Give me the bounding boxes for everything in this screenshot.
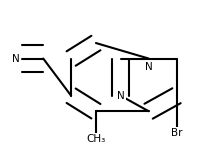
Text: Br: Br xyxy=(171,128,182,138)
Text: N: N xyxy=(12,53,20,64)
Text: N: N xyxy=(145,62,152,72)
Text: N: N xyxy=(117,91,125,101)
Text: CH₃: CH₃ xyxy=(86,134,106,144)
